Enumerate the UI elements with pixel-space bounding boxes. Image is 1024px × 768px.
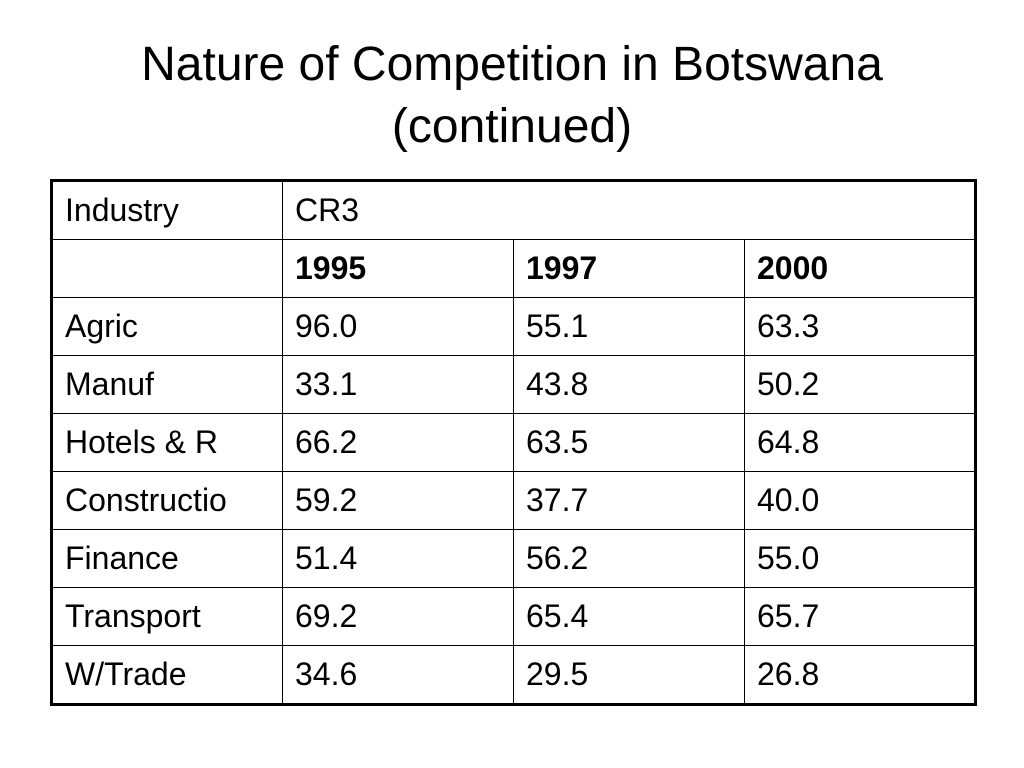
- value-cell: 59.2: [282, 471, 514, 530]
- slide-title-line-1: Nature of Competition in Botswana: [141, 38, 883, 91]
- year-header-2000: 2000: [743, 239, 977, 298]
- industry-cell: Transport: [51, 587, 283, 646]
- cr3-header: CR3: [281, 180, 977, 240]
- industry-cell: Constructio: [51, 471, 283, 530]
- industry-cell: Hotels & R: [51, 413, 283, 472]
- industry-cell: W/Trade: [51, 645, 283, 705]
- year-header-1995: 1995: [282, 239, 514, 298]
- industry-header: Industry: [51, 180, 283, 240]
- year-header-row: 1995 1997 2000: [51, 239, 977, 298]
- value-cell: 26.8: [743, 645, 977, 705]
- industry-cell: Agric: [51, 297, 283, 356]
- table-row: Transport 69.2 65.4 65.7: [51, 587, 977, 646]
- cr3-table: Industry CR3 1995 1997 2000 Agric 96.0 5…: [50, 179, 978, 706]
- value-cell: 65.4: [513, 587, 745, 646]
- value-cell: 34.6: [282, 645, 514, 705]
- table-row: Manuf 33.1 43.8 50.2: [51, 355, 977, 414]
- value-cell: 65.7: [743, 587, 977, 646]
- value-cell: 55.1: [513, 297, 745, 356]
- value-cell: 29.5: [513, 645, 745, 705]
- value-cell: 50.2: [743, 355, 977, 414]
- year-header-blank: [51, 239, 283, 298]
- industry-cell: Finance: [51, 529, 283, 588]
- value-cell: 69.2: [282, 587, 514, 646]
- value-cell: 43.8: [513, 355, 745, 414]
- industry-cell: Manuf: [51, 355, 283, 414]
- value-cell: 37.7: [513, 471, 745, 530]
- table-row: Hotels & R 66.2 63.5 64.8: [51, 413, 977, 472]
- header-row: Industry CR3: [51, 180, 977, 240]
- slide-title: Nature of Competition in Botswana (conti…: [0, 34, 1024, 158]
- year-header-1997: 1997: [513, 239, 745, 298]
- slide-title-line-2: (continued): [391, 100, 633, 153]
- table-row: Agric 96.0 55.1 63.3: [51, 297, 977, 356]
- value-cell: 63.5: [513, 413, 745, 472]
- table-row: Constructio 59.2 37.7 40.0: [51, 471, 977, 530]
- value-cell: 96.0: [282, 297, 514, 356]
- cr3-table-body: Industry CR3 1995 1997 2000 Agric 96.0 5…: [51, 180, 977, 705]
- value-cell: 55.0: [743, 529, 977, 588]
- value-cell: 40.0: [743, 471, 977, 530]
- value-cell: 66.2: [282, 413, 514, 472]
- table-row: Finance 51.4 56.2 55.0: [51, 529, 977, 588]
- value-cell: 56.2: [513, 529, 745, 588]
- value-cell: 51.4: [282, 529, 514, 588]
- value-cell: 33.1: [282, 355, 514, 414]
- value-cell: 64.8: [743, 413, 977, 472]
- table-row: W/Trade 34.6 29.5 26.8: [51, 645, 977, 705]
- value-cell: 63.3: [743, 297, 977, 356]
